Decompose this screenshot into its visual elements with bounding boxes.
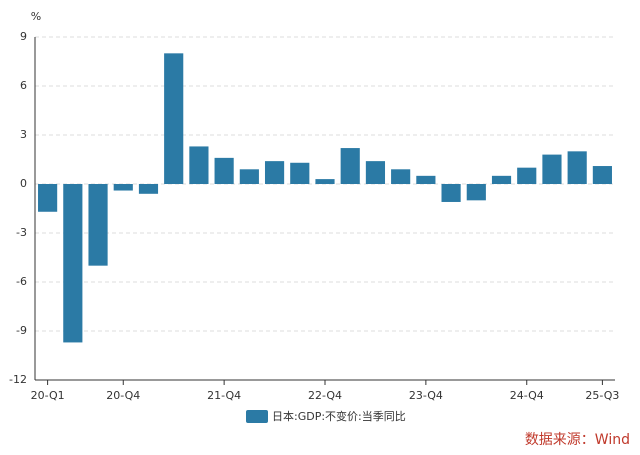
bar bbox=[164, 53, 184, 185]
x-tick-label: 22-Q4 bbox=[308, 389, 342, 402]
y-tick-label: 0 bbox=[20, 177, 27, 190]
bar bbox=[38, 184, 58, 212]
y-tick-label: -9 bbox=[16, 324, 27, 337]
bar bbox=[264, 161, 285, 184]
legend-swatch bbox=[246, 410, 268, 423]
bar bbox=[416, 175, 436, 184]
bar bbox=[113, 184, 133, 191]
y-tick-label: 9 bbox=[20, 30, 27, 43]
bar bbox=[466, 184, 486, 201]
bar bbox=[189, 146, 209, 184]
bar bbox=[517, 167, 537, 184]
bar bbox=[365, 161, 386, 184]
bar bbox=[214, 157, 234, 184]
bar bbox=[290, 162, 310, 184]
x-tick-label: 24-Q4 bbox=[510, 389, 544, 402]
bar bbox=[340, 148, 360, 184]
bar bbox=[592, 166, 612, 184]
bar bbox=[491, 175, 512, 184]
y-tick-label: -3 bbox=[16, 226, 27, 239]
y-tick-label: 3 bbox=[20, 128, 27, 141]
source: 数据来源：Wind bbox=[525, 432, 630, 448]
bar bbox=[88, 184, 108, 266]
x-tick-label: 20-Q1 bbox=[31, 389, 65, 402]
x-tick-label: 23-Q4 bbox=[409, 389, 443, 402]
y-unit: % bbox=[31, 10, 41, 23]
bar bbox=[138, 184, 159, 194]
bar bbox=[63, 184, 83, 343]
y-tick-label: -12 bbox=[9, 373, 27, 386]
y-tick-label: 6 bbox=[20, 79, 27, 92]
bar bbox=[441, 184, 461, 202]
bar bbox=[391, 169, 411, 184]
bar bbox=[315, 179, 335, 184]
y-tick-label: -6 bbox=[16, 275, 27, 288]
x-tick-label: 25-Q3 bbox=[585, 389, 619, 402]
legend-label: 日本:GDP:不变价:当季同比 bbox=[272, 409, 406, 423]
x-tick-label: 21-Q4 bbox=[207, 389, 241, 402]
bar bbox=[542, 154, 562, 184]
x-tick-label: 20-Q4 bbox=[106, 389, 140, 402]
bar bbox=[567, 151, 587, 184]
bar bbox=[239, 169, 259, 184]
